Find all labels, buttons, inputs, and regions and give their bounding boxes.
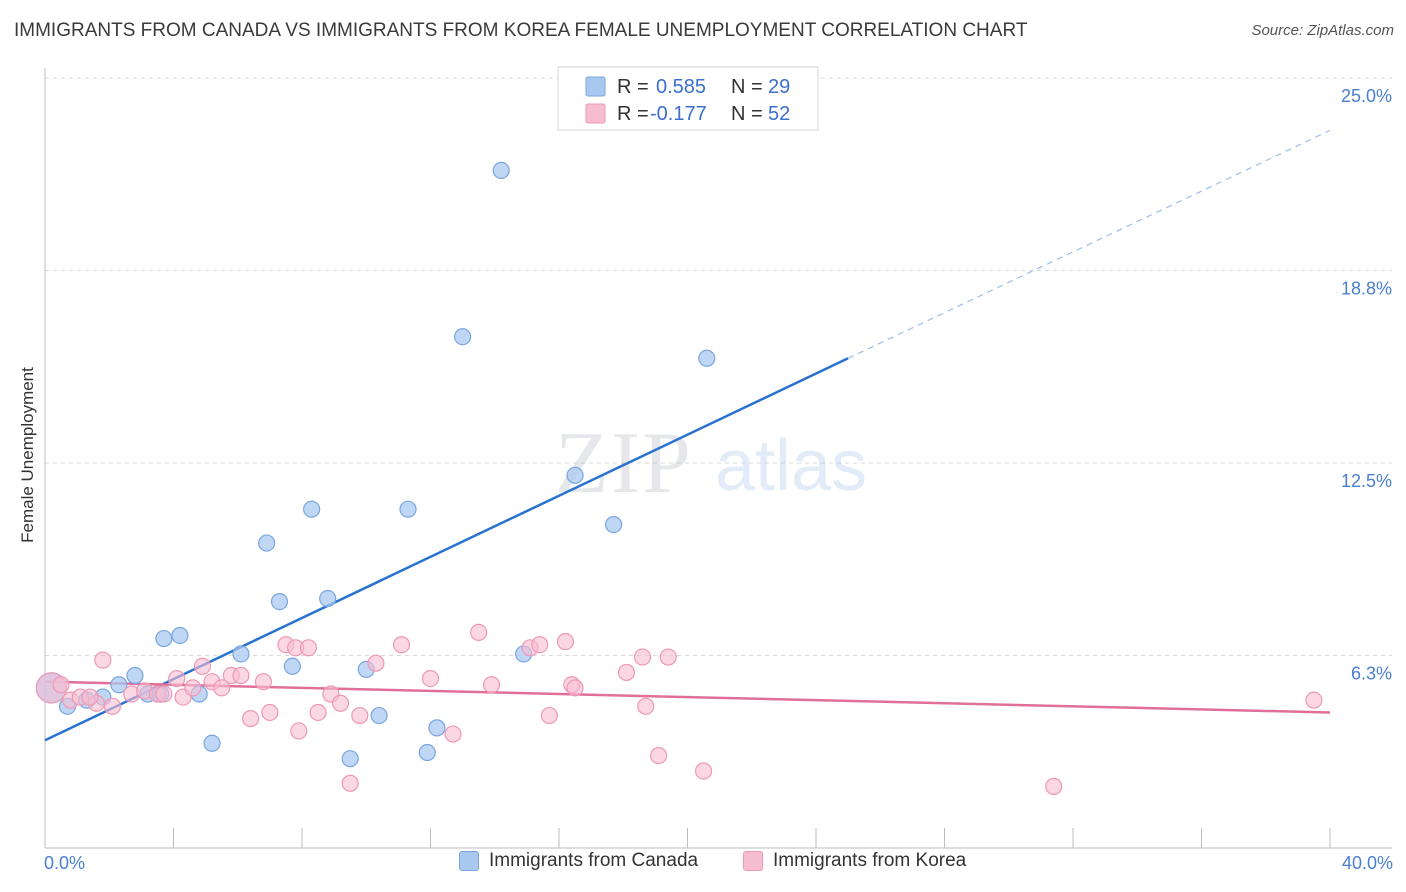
point-canada bbox=[370, 706, 388, 725]
watermark-atlas: atlas bbox=[715, 426, 867, 506]
y-tick-label: 18.8% bbox=[1341, 279, 1392, 299]
point-korea bbox=[103, 697, 122, 715]
point-korea bbox=[299, 639, 318, 657]
point-canada bbox=[566, 466, 584, 484]
y-tick-label: 6.3% bbox=[1351, 664, 1392, 684]
chart-title: IMMIGRANTS FROM CANADA VS IMMIGRANTS FRO… bbox=[14, 20, 1028, 41]
point-korea bbox=[421, 669, 440, 688]
legend-r-value-korea: -0.177 bbox=[650, 103, 707, 125]
point-korea bbox=[659, 648, 677, 666]
legend: R = 0.585 N = 29 R = -0.177 N = 52 bbox=[557, 66, 819, 131]
x-tick-label: 40.0% bbox=[1342, 853, 1393, 873]
point-korea bbox=[254, 673, 273, 691]
axes bbox=[44, 68, 1392, 849]
point-korea bbox=[52, 676, 70, 694]
point-korea bbox=[155, 685, 173, 703]
point-korea bbox=[232, 666, 250, 685]
y-tick-labels: 6.3% 12.5% 18.8% 25.0% bbox=[1341, 86, 1392, 684]
point-korea bbox=[331, 694, 350, 712]
point-canada bbox=[605, 515, 623, 534]
point-korea bbox=[566, 679, 584, 697]
point-korea bbox=[351, 706, 369, 725]
legend-swatch-korea bbox=[585, 103, 606, 124]
legend-r-label-canada: R = bbox=[617, 76, 649, 98]
point-korea bbox=[694, 762, 713, 780]
point-korea bbox=[556, 633, 575, 651]
bottom-legend-korea: Immigrants from Korea bbox=[743, 850, 966, 872]
legend-n-value-korea: 52 bbox=[768, 103, 790, 125]
point-canada bbox=[341, 750, 359, 768]
bottom-legend-swatch-korea bbox=[743, 851, 763, 871]
point-korea bbox=[633, 648, 652, 666]
watermark-zip: ZIP bbox=[555, 415, 693, 512]
point-canada bbox=[258, 534, 276, 552]
legend-n-label-korea: N = bbox=[731, 103, 763, 125]
point-canada bbox=[232, 645, 250, 663]
point-korea bbox=[309, 703, 327, 722]
point-canada bbox=[203, 734, 221, 752]
source-label: Source: ZipAtlas.com bbox=[1251, 22, 1394, 39]
point-korea bbox=[444, 725, 462, 743]
point-canada bbox=[155, 629, 173, 648]
x-tick-labels: 0.0% 40.0% bbox=[44, 853, 1393, 873]
point-canada bbox=[171, 626, 189, 645]
bottom-legend-swatch-canada bbox=[459, 851, 479, 871]
point-korea bbox=[1305, 691, 1323, 709]
point-canada bbox=[303, 500, 321, 518]
data-points bbox=[35, 161, 1323, 796]
point-korea bbox=[540, 706, 558, 725]
point-canada bbox=[399, 500, 417, 518]
watermark: ZIP atlas bbox=[555, 415, 867, 512]
point-korea bbox=[649, 746, 668, 765]
point-korea bbox=[213, 679, 231, 697]
legend-n-value-canada: 29 bbox=[768, 76, 790, 98]
y-tick-label: 25.0% bbox=[1341, 86, 1392, 106]
point-canada bbox=[110, 676, 128, 694]
point-canada bbox=[270, 592, 289, 611]
bottom-legend-canada: Immigrants from Canada bbox=[459, 850, 698, 872]
point-canada bbox=[126, 666, 144, 685]
point-korea bbox=[392, 636, 411, 654]
legend-swatch-canada bbox=[585, 76, 606, 97]
point-korea bbox=[470, 623, 488, 642]
trend-line-canada-extension bbox=[847, 129, 1331, 359]
point-korea bbox=[193, 657, 212, 675]
point-korea bbox=[531, 636, 549, 654]
point-canada bbox=[418, 743, 436, 762]
bottom-legend: Immigrants from Canada Immigrants from K… bbox=[0, 850, 1406, 878]
point-canada bbox=[698, 349, 716, 367]
point-canada bbox=[454, 328, 472, 346]
bottom-legend-label-korea: Immigrants from Korea bbox=[773, 850, 967, 871]
point-korea bbox=[482, 676, 501, 694]
point-korea bbox=[367, 654, 385, 672]
point-korea bbox=[637, 697, 655, 715]
trend-line-canada bbox=[44, 357, 849, 742]
point-korea bbox=[1045, 777, 1063, 796]
gridlines bbox=[45, 77, 1392, 656]
point-canada bbox=[428, 719, 446, 737]
point-korea bbox=[94, 651, 112, 669]
point-korea bbox=[242, 710, 260, 728]
point-korea bbox=[290, 722, 308, 740]
point-korea bbox=[81, 688, 99, 706]
legend-n-label-canada: N = bbox=[731, 76, 763, 98]
legend-r-label-korea: R = bbox=[617, 103, 649, 125]
x-tick-label: 0.0% bbox=[44, 853, 85, 873]
point-korea bbox=[617, 663, 636, 682]
point-korea bbox=[184, 679, 202, 697]
trend-line-korea bbox=[44, 680, 1331, 714]
legend-r-value-canada: 0.585 bbox=[656, 76, 706, 98]
bottom-legend-label-canada: Immigrants from Canada bbox=[489, 850, 699, 871]
point-korea bbox=[168, 669, 186, 688]
y-tick-label: 12.5% bbox=[1341, 471, 1392, 491]
point-canada bbox=[319, 589, 337, 608]
point-canada bbox=[283, 657, 301, 675]
point-korea bbox=[341, 774, 359, 792]
point-canada bbox=[492, 161, 510, 179]
point-korea bbox=[261, 703, 279, 722]
